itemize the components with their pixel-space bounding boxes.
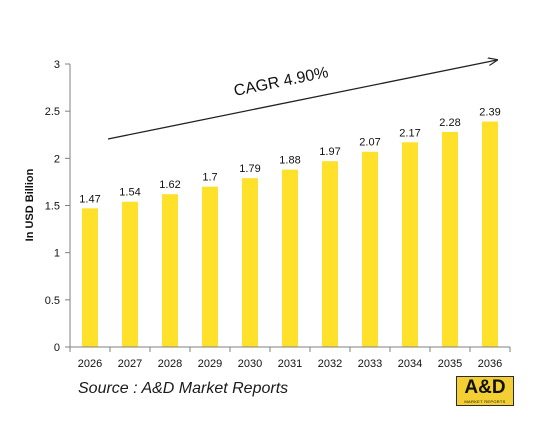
bar — [282, 169, 298, 347]
y-tick-label: 1 — [54, 248, 60, 260]
bar — [242, 178, 258, 347]
company-logo: A&D MARKET REPORTS — [456, 376, 514, 406]
x-tick-label: 2036 — [478, 358, 502, 370]
bar-value-label: 1.88 — [279, 155, 300, 167]
y-tick-label: 2 — [54, 153, 60, 165]
bar — [442, 131, 458, 347]
x-tick-label: 2031 — [278, 358, 302, 370]
bar — [162, 194, 178, 347]
y-tick-label: 0.5 — [45, 295, 60, 307]
bar-value-label: 2.28 — [439, 117, 460, 129]
logo-text: A&D — [464, 377, 506, 398]
bar — [402, 142, 418, 347]
bar-value-label: 1.97 — [319, 146, 340, 158]
y-axis-label: In USD Billion — [24, 168, 36, 241]
bar — [122, 201, 138, 347]
y-tick-label: 2.5 — [45, 106, 60, 118]
logo-subtext: MARKET REPORTS — [464, 399, 506, 404]
bars-layer: 1.47 1.54 1.62 1.7 1.79 1.88 1.97 2.07 2.17 2.28 2… — [79, 107, 501, 347]
y-tick-label: 3 — [54, 59, 60, 71]
bar-value-label: 1.54 — [119, 187, 140, 199]
bar — [362, 151, 378, 347]
bar-value-label: 2.07 — [359, 137, 380, 149]
bar-value-label: 1.79 — [239, 163, 260, 175]
bar — [82, 208, 98, 347]
axis-layer: 2026 2027 2028 2029 2030 2031 2032 2033 2034 2035… — [45, 59, 511, 370]
x-tick-label: 2028 — [158, 358, 182, 370]
cagr-annotation: CAGR 4.90% — [232, 64, 330, 100]
bar — [202, 186, 218, 347]
bar — [322, 161, 338, 347]
x-tick-label: 2026 — [78, 358, 102, 370]
bar-value-label: 1.62 — [159, 179, 180, 191]
y-tick-label: 1.5 — [45, 201, 60, 213]
x-tick-label: 2030 — [238, 358, 262, 370]
x-tick-label: 2032 — [318, 358, 342, 370]
bar-value-label: 1.7 — [202, 172, 217, 184]
cagr-arrow — [107, 60, 497, 140]
x-tick-label: 2033 — [358, 358, 382, 370]
y-tick-label: 0 — [54, 342, 60, 354]
bar-value-label: 1.47 — [79, 193, 100, 205]
source-caption: Source : A&D Market Reports — [78, 380, 289, 397]
x-tick-label: 2029 — [198, 358, 222, 370]
x-tick-label: 2027 — [118, 358, 142, 370]
bar — [482, 121, 498, 347]
bar-value-label: 2.17 — [399, 127, 420, 139]
x-tick-label: 2035 — [438, 358, 462, 370]
bar-value-label: 2.39 — [479, 107, 500, 119]
x-tick-label: 2034 — [398, 358, 422, 370]
